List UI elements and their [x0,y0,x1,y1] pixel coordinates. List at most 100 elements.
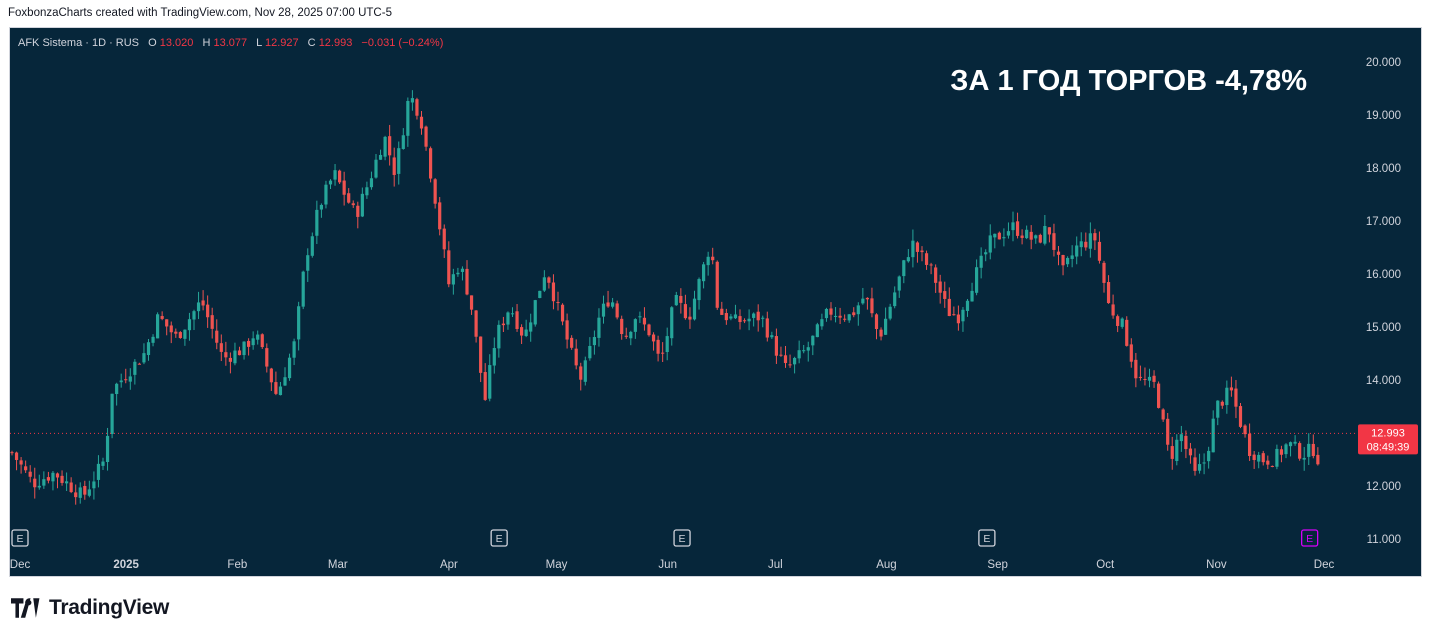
candle-body [893,292,897,307]
candle-body [815,324,819,338]
y-tick-label: 12.000 [1366,481,1401,493]
candle-body [510,313,515,315]
candle-body [1211,418,1215,453]
candle-body [938,281,942,293]
candle-body [638,316,642,318]
earnings-marker [1301,529,1319,547]
candle-body [338,170,342,183]
chart-frame [9,27,1422,577]
earnings-marker-label: E [679,533,686,545]
candles [10,90,1320,505]
candle-body [1261,453,1265,463]
candle-body [674,294,678,306]
x-tick-label: May [546,559,568,571]
close-value: 12.993 [319,37,353,49]
candle-body [1225,387,1229,406]
candle-body [1002,237,1006,239]
candle-body [156,314,160,339]
candle-body [770,335,774,338]
earnings-marker [978,529,996,547]
candle-body [183,329,187,339]
candle-body [1147,376,1152,381]
candle-body [975,267,979,293]
earnings-marker-label: E [16,533,23,545]
candle-body [169,325,173,333]
candle-body [383,136,387,157]
x-tick-label: Dec [1314,559,1335,571]
candle-body [742,320,747,322]
candle-body [347,193,351,203]
candle-body [356,205,360,217]
candle-body [715,261,719,308]
candle-body [410,98,414,103]
candle-body [774,336,778,356]
candle-body [1079,241,1083,248]
candle-body [1216,400,1220,418]
candle-body [196,302,201,312]
earnings-marker-label: E [983,533,990,545]
x-tick-label: 2025 [113,559,139,571]
candle-body [560,304,565,322]
candle-body [215,330,219,343]
candle-body [574,348,578,366]
candle-body [242,341,246,356]
candle-body [597,317,601,338]
candle-body [92,481,96,489]
candle-body [378,154,383,160]
candle-body [956,314,960,324]
candle-body [802,350,806,352]
candle-body [1143,378,1147,380]
candle-body [105,435,110,462]
earnings-marker-label: E [496,533,503,545]
low-value: 12.927 [265,37,299,49]
candle-body [811,335,815,346]
candle-body [520,327,524,336]
candle-body [124,379,128,381]
candle-body [761,317,765,319]
candle-body [606,302,610,307]
candle-body [943,291,947,299]
candle-body [137,363,141,365]
candle-body [501,323,505,326]
x-tick-label: Sep [987,559,1007,571]
high-label: H [202,37,210,49]
candle-body [96,463,101,480]
candle-body [374,159,378,178]
candle-body [429,148,433,179]
x-tick-label: Apr [440,559,458,571]
candle-body [965,300,970,311]
candle-body [324,184,328,205]
candle-body [592,337,596,346]
candle-body [820,319,824,327]
candle-body [884,318,888,335]
tradingview-logo[interactable]: TradingView [11,596,169,620]
candle-body [1279,449,1284,455]
candle-body [174,331,178,334]
candle-body [133,361,137,375]
candle-body [961,309,965,322]
candle-body [756,311,760,321]
candle-body [460,268,465,272]
candle-body [1175,439,1179,462]
candle-body [833,315,838,317]
candle-body [87,489,91,496]
y-tick-label: 15.000 [1366,322,1401,334]
symbol-legend: AFK Sistema · 1D · RUS O 13.020 H 13.077… [18,37,443,49]
candle-body [1288,442,1293,447]
candle-body [401,135,405,149]
candle-body [151,336,155,343]
candle-body [178,332,182,339]
candle-body [752,313,756,318]
candle-body [651,334,656,342]
candle-body [1020,235,1024,238]
candle-body [192,311,196,320]
candle-body [843,318,847,320]
candle-body [906,257,910,262]
candle-body [1006,231,1011,236]
candle-body [1134,359,1138,379]
candle-body [406,100,410,136]
candle-body [870,298,874,314]
candle-body [984,252,988,255]
candle-body [237,350,242,356]
